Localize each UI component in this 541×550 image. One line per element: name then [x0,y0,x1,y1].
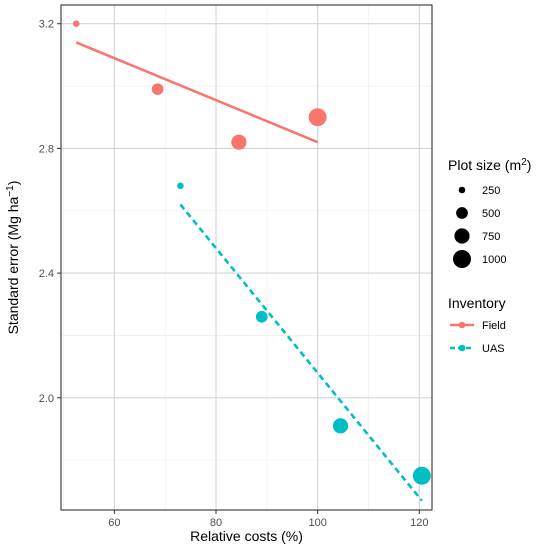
field-legend-label: Field [482,320,506,332]
field-point [72,20,80,28]
plot-marks [72,20,431,502]
uas-point [412,466,431,485]
uas-fit-line [179,203,423,502]
size-legend-key [458,186,466,194]
x-tick-label: 60 [108,517,120,529]
x-tick-label: 120 [410,517,428,529]
field-point [308,108,327,127]
size-legend-label: 750 [482,231,500,243]
x-tick-label: 80 [210,517,222,529]
size-legend-title: Plot size (m2) [448,157,531,173]
x-tick-label: 100 [308,517,326,529]
panel-border [60,4,433,511]
y-tick-label: 2.4 [39,268,54,280]
field-fit-line [75,41,319,144]
size-legend-key [454,228,470,244]
uas-legend-label: UAS [482,343,505,355]
inventory-legend-title: Inventory [448,295,506,311]
plot-panel [61,5,432,510]
size-legend-label: 250 [482,185,500,197]
axes: 60 80 100 120 2.0 2.4 2.8 3.2 Relative costs (%)… [5,4,433,544]
y-tick-label: 2.8 [39,143,54,155]
size-legend-key [453,250,471,268]
y-tick-label: 3.2 [39,19,54,31]
size-legend-label: 500 [482,208,500,220]
field-point [231,134,247,150]
uas-point [177,182,184,190]
panel-background [61,5,432,510]
field-legend-point [458,321,466,329]
y-axis-title: Standard error (Mg ha−1) [5,181,21,335]
uas-point [255,310,268,323]
size-legend-key [456,207,468,219]
size-legend-label: 1000 [482,254,506,266]
x-axis-title: Relative costs (%) [190,528,303,544]
field-point [151,83,164,96]
legend: Plot size (m2) 250 500 750 1000 Inventory Fiel… [448,157,531,355]
y-tick-label: 2.0 [39,393,54,405]
uas-point [332,418,349,434]
uas-legend-point [458,344,466,352]
